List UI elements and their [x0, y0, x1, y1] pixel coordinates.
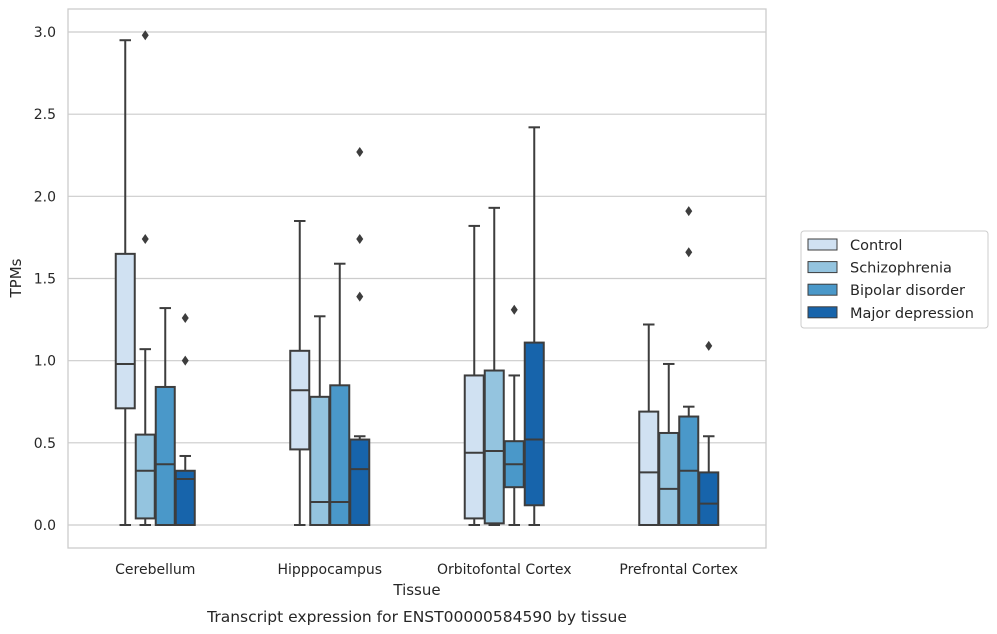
box-group [134, 30, 156, 526]
box-group [638, 323, 660, 526]
y-tick-label: 1.5 [34, 272, 56, 288]
x-tick-labels: Cerebellum Hipppocampus Orbitofontal Corte… [115, 562, 738, 578]
y-tick-label: 0.5 [34, 436, 56, 452]
box-group [503, 304, 525, 526]
x-tick-label: Cerebellum [115, 562, 195, 578]
box-group [523, 126, 545, 526]
legend-swatch [807, 261, 838, 274]
box-group [678, 206, 700, 526]
y-tick-label: 3.0 [34, 25, 56, 41]
outlier-point [141, 234, 149, 245]
box-iqr [309, 395, 331, 526]
box-group [658, 362, 680, 526]
box-iqr [523, 341, 545, 507]
legend-swatch [807, 283, 838, 296]
box-group [349, 146, 371, 526]
outlier-point [141, 30, 149, 41]
box-iqr [463, 374, 485, 520]
box-group [329, 262, 351, 526]
outlier-point [685, 247, 693, 258]
legend-swatch [807, 238, 838, 251]
box-group [483, 206, 505, 526]
legend: Control Schizophrenia Bipolar disorder Majo… [800, 230, 989, 329]
box-iqr [174, 469, 196, 526]
outlier-point [356, 146, 364, 157]
legend-label: Bipolar disorder [850, 283, 965, 299]
box-iqr [154, 385, 176, 526]
box-iqr [114, 252, 136, 410]
x-tick-label: Prefrontal Cortex [619, 562, 738, 578]
y-tick-label: 1.0 [34, 354, 56, 370]
box-iqr [483, 369, 505, 525]
box-iqr [638, 410, 660, 526]
box-group [289, 219, 311, 526]
legend-frame [800, 230, 989, 329]
outlier-point [685, 206, 693, 217]
outlier-point [356, 291, 364, 302]
outlier-point [356, 234, 364, 245]
box-group [698, 340, 720, 526]
box-iqr [658, 431, 680, 526]
y-axis-title: TPMs [7, 258, 25, 298]
legend-label: Major depression [850, 306, 974, 322]
outlier-point [181, 312, 189, 323]
box-group [154, 307, 176, 526]
box-group [463, 224, 485, 526]
x-tick-label: Hipppocampus [277, 562, 382, 578]
outlier-point [510, 304, 518, 315]
y-tick-label: 2.0 [34, 189, 56, 205]
outlier-point [181, 355, 189, 366]
box-iqr [134, 433, 156, 520]
box-iqr [698, 471, 720, 526]
box-iqr [289, 349, 311, 451]
legend-label: Schizophrenia [850, 261, 952, 277]
box-group [174, 312, 196, 526]
y-tick-label: 0.0 [34, 518, 56, 534]
y-tick-labels: 0.0 0.5 1.0 1.5 2.0 2.5 3.0 [34, 25, 56, 534]
legend-swatch [807, 306, 838, 319]
x-axis-title: Tissue [392, 581, 440, 599]
chart-caption: Transcript expression for ENST0000058459… [206, 608, 627, 626]
box-group [309, 315, 331, 526]
legend-label: Control [850, 238, 902, 254]
x-tick-label: Orbitofontal Cortex [437, 562, 572, 578]
outlier-point [705, 340, 713, 351]
box-iqr [329, 384, 351, 526]
boxes [114, 30, 720, 526]
y-tick-label: 2.5 [34, 107, 56, 123]
plot-frame [67, 8, 767, 549]
box-iqr [349, 438, 371, 526]
box-group [114, 39, 136, 526]
